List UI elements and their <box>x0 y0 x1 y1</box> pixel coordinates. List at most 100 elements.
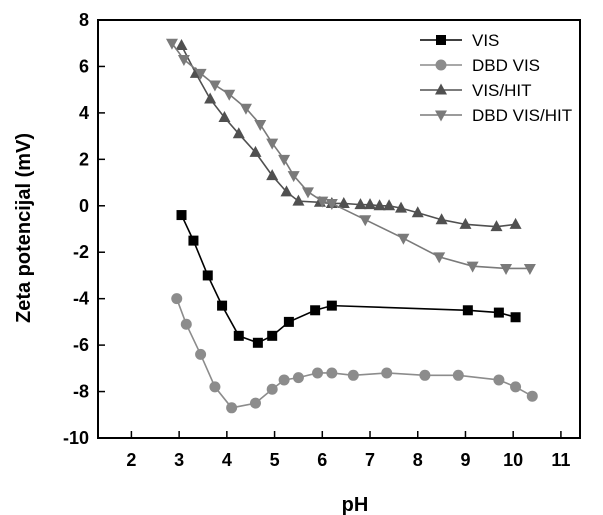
data-point-dbd-vis-hit <box>523 263 536 275</box>
data-point-dbd-vis <box>510 381 522 393</box>
data-point-vis-hit <box>490 220 503 232</box>
x-tick-label: 6 <box>317 450 327 470</box>
data-point-dbd-vis-hit <box>500 263 513 275</box>
data-point-dbd-vis-hit <box>208 80 221 92</box>
plot-series-group <box>165 38 538 414</box>
data-point-vis <box>233 330 244 341</box>
data-point-dbd-vis-hit <box>466 261 479 273</box>
legend-marker-vis-hit <box>435 83 447 95</box>
data-point-dbd-vis-hit <box>254 120 267 131</box>
data-point-dbd-vis <box>195 348 207 360</box>
series-line-dbd-vis <box>175 298 533 409</box>
data-point-dbd-vis-hit <box>223 89 236 101</box>
data-point-vis-hit <box>266 169 279 181</box>
y-tick-label: 4 <box>79 103 89 123</box>
data-point-vis <box>510 312 521 323</box>
data-point-vis-hit <box>509 217 522 229</box>
y-tick-label: 2 <box>79 149 89 169</box>
data-point-dbd-vis <box>452 369 464 381</box>
x-tick-label: 4 <box>222 450 232 470</box>
data-point-dbd-vis-hit <box>287 171 300 183</box>
data-point-vis <box>493 307 504 318</box>
data-point-dbd-vis <box>180 318 192 330</box>
x-tick-label: 7 <box>365 450 375 470</box>
data-point-dbd-vis <box>347 369 359 381</box>
legend-marker-dbd-vis <box>435 59 447 71</box>
y-tick-label: -4 <box>73 289 89 309</box>
data-point-dbd-vis-hit <box>359 215 372 227</box>
x-tick-label: 5 <box>270 450 280 470</box>
plot-frame <box>97 19 581 439</box>
data-point-dbd-vis <box>312 367 324 379</box>
legend-marker-dbd-vis-hit <box>435 110 447 122</box>
chart-legend: VIS DBD VIS VIS/HIT DBD VIS/HIT <box>420 31 572 125</box>
data-point-vis-hit <box>337 196 350 208</box>
y-tick-label: -8 <box>73 382 89 402</box>
data-point-vis-hit <box>364 198 377 210</box>
data-point-dbd-vis-hit <box>278 154 291 166</box>
data-point-vis-hit <box>373 199 386 211</box>
data-point-dbd-vis-hit <box>165 38 178 50</box>
data-point-dbd-vis <box>493 374 505 386</box>
data-point-vis <box>176 210 187 221</box>
data-point-vis <box>188 235 199 246</box>
y-tick-label: 6 <box>79 56 89 76</box>
y-axis-label: Zeta potencijal (mV) <box>13 133 35 323</box>
series-line-vis-hit <box>180 45 516 228</box>
y-axis: -10 -8 -6 -4 -2 0 2 4 6 8 <box>63 10 105 448</box>
data-point-vis <box>326 300 337 311</box>
data-point-vis <box>252 337 263 348</box>
data-point-vis-hit <box>395 201 408 213</box>
x-tick-label: 10 <box>503 450 523 470</box>
y-tick-label: 8 <box>79 10 89 30</box>
data-point-vis <box>217 300 228 311</box>
data-point-vis-hit <box>218 111 231 123</box>
legend-label-dbd-vis-hit: DBD VIS/HIT <box>472 106 572 125</box>
data-point-dbd-vis <box>266 383 278 395</box>
x-tick-label: 3 <box>174 450 184 470</box>
y-tick-label: -6 <box>73 335 89 355</box>
data-point-dbd-vis <box>171 293 183 305</box>
data-point-dbd-vis-hit <box>194 68 207 80</box>
legend-label-vis: VIS <box>472 31 499 50</box>
data-point-dbd-vis <box>278 374 290 386</box>
data-point-vis-hit <box>435 213 448 225</box>
legend-label-vis-hit: VIS/HIT <box>472 81 532 100</box>
data-point-vis-hit <box>354 198 367 210</box>
y-tick-label: 0 <box>79 196 89 216</box>
x-axis-label: pH <box>342 494 369 515</box>
data-point-vis-hit <box>204 92 217 104</box>
data-point-dbd-vis <box>381 367 393 379</box>
data-point-vis-hit <box>383 199 396 211</box>
data-point-vis-hit <box>459 217 472 229</box>
data-point-vis-hit <box>411 206 424 218</box>
data-point-dbd-vis-hit <box>433 252 446 264</box>
legend-label-dbd-vis: DBD VIS <box>472 56 540 75</box>
series-line-dbd-vis-hit <box>171 42 530 270</box>
data-point-dbd-vis-hit <box>301 187 314 199</box>
data-point-vis-hit <box>232 127 245 139</box>
data-point-dbd-vis <box>226 402 238 414</box>
data-point-dbd-vis <box>249 397 261 409</box>
data-point-dbd-vis <box>526 390 538 402</box>
data-point-vis-hit <box>292 194 305 206</box>
data-point-dbd-vis <box>326 367 338 379</box>
data-point-dbd-vis-hit <box>397 233 410 245</box>
x-tick-label: 2 <box>126 450 136 470</box>
legend-marker-vis <box>436 35 446 45</box>
x-axis: 2 3 4 5 6 7 8 9 10 11 <box>126 431 570 470</box>
y-tick-label: -2 <box>73 242 89 262</box>
data-point-vis <box>462 305 473 316</box>
data-point-dbd-vis-hit <box>239 103 252 115</box>
data-point-vis-hit <box>249 145 262 157</box>
data-point-vis <box>283 316 294 327</box>
data-point-vis <box>310 305 321 316</box>
data-point-dbd-vis-hit <box>316 196 329 208</box>
x-tick-label: 8 <box>413 450 423 470</box>
y-tick-label: -10 <box>63 428 89 448</box>
x-tick-label: 11 <box>551 450 570 470</box>
data-point-dbd-vis-hit <box>266 138 279 150</box>
x-tick-label: 9 <box>460 450 470 470</box>
data-point-vis-hit <box>175 39 188 51</box>
